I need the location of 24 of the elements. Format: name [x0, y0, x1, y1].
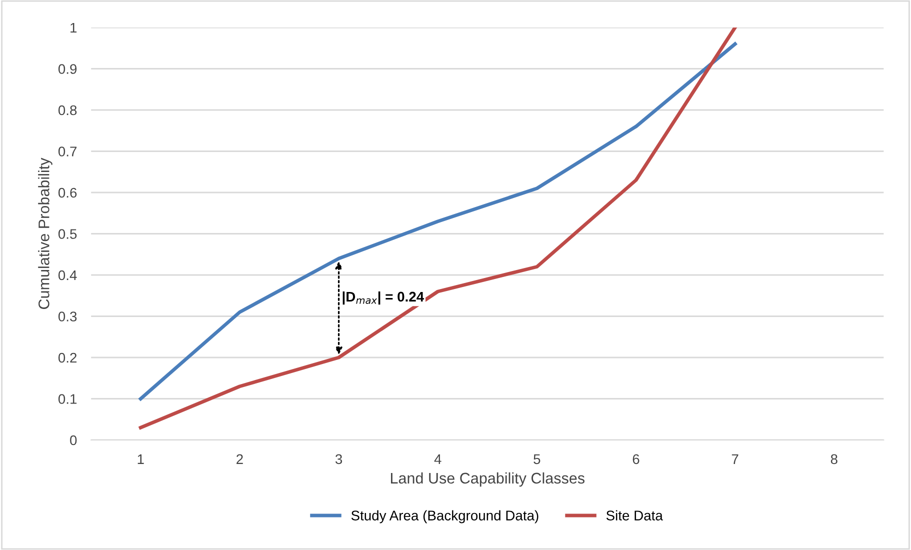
y-tick-label: 0.1: [58, 394, 77, 404]
y-tick-label: 1: [70, 22, 77, 33]
legend-label: Site Data: [606, 510, 663, 520]
y-tick-label: 0.3: [58, 312, 77, 322]
y-tick-label: 0.7: [58, 146, 77, 156]
x-tick-label: 3: [335, 454, 342, 464]
x-tick-label: 4: [434, 454, 442, 464]
x-axis-title: Land Use Capability Classes: [390, 472, 584, 487]
y-tick-label: 0.6: [58, 188, 77, 198]
y-axis-title: Cumulative Probability: [38, 158, 52, 309]
x-tick-label: 1: [138, 454, 144, 464]
x-tick-label: 5: [534, 454, 540, 464]
y-tick-label: 0.4: [58, 270, 77, 280]
x-tick-label: 8: [830, 454, 838, 464]
y-tick-label: 0.2: [58, 352, 77, 363]
x-tick-label: 2: [236, 454, 243, 464]
x-tick-label: 7: [732, 454, 738, 464]
legend-label: Study Area (Background Data): [351, 510, 538, 524]
x-tick-label: 6: [632, 454, 640, 464]
y-tick-label: 0.8: [58, 105, 77, 116]
annotation: |D$_{max}$| = 0.24: [342, 291, 424, 305]
y-tick-label: 0: [70, 435, 77, 446]
y-tick-label: 0.5: [58, 229, 77, 239]
y-tick-label: 0.9: [58, 64, 77, 74]
